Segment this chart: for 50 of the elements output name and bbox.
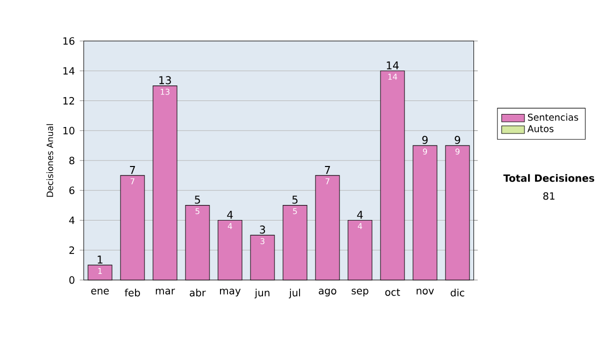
y-tick-label: 10: [63, 126, 74, 134]
x-tick-label: jul: [288, 288, 300, 298]
x-tick-label: abr: [190, 288, 206, 296]
y-tick-label: 4: [69, 216, 74, 224]
data-label: 7: [326, 178, 330, 184]
data-label: 5: [196, 208, 200, 214]
annotation: 4: [227, 210, 233, 219]
data-label: 9: [455, 148, 460, 155]
x-tick-label: jun: [254, 288, 270, 298]
x-tick-label: feb: [124, 288, 140, 296]
annotation: 5: [292, 196, 298, 204]
data-label: 7: [130, 178, 134, 184]
annotation: 3: [260, 226, 266, 234]
data-label: 3: [260, 238, 264, 244]
x-tick-label: nov: [416, 288, 434, 294]
y-tick-label: 14: [63, 67, 74, 75]
x-tick-label: dic: [450, 288, 464, 296]
data-label: 5: [293, 208, 297, 214]
data-label: 9: [422, 148, 427, 155]
annotation: 13: [159, 76, 171, 84]
y-tick-label: 6: [69, 186, 74, 194]
data-label: 4: [228, 223, 232, 230]
x-tick-label: sep: [352, 288, 368, 296]
legend-label: Autos: [527, 125, 554, 132]
y-axis-title: Decisiones Anual: [46, 124, 54, 197]
annotation: 4: [357, 210, 363, 219]
x-tick-label: ene: [91, 288, 109, 294]
x-tick-label: mar: [156, 288, 175, 294]
y-tick-label: 2: [69, 246, 74, 254]
y-tick-label: 8: [69, 156, 74, 164]
y-tick-label: 12: [63, 97, 74, 104]
x-tick-label: oct: [385, 288, 400, 296]
y-tick-label: 16: [63, 37, 74, 45]
annotation: 7: [324, 166, 330, 174]
annotation: 1: [98, 256, 102, 264]
data-label: 4: [358, 223, 362, 230]
data-label: 13: [160, 88, 170, 95]
data-label: 14: [388, 74, 398, 80]
annotation: 7: [130, 166, 135, 174]
text: Total Decisiones: [503, 174, 594, 182]
annotation: 5: [194, 196, 200, 204]
y-tick-label: 0: [69, 276, 74, 284]
annotation: 14: [386, 62, 399, 70]
annotation: 9: [454, 136, 460, 144]
x-tick-label: may: [220, 288, 241, 296]
data-label: 1: [98, 268, 102, 274]
x-tick-label: ago: [318, 288, 336, 296]
annotation: 9: [422, 136, 428, 144]
text: 81: [543, 192, 554, 200]
legend-label: Sentencias: [528, 114, 578, 121]
